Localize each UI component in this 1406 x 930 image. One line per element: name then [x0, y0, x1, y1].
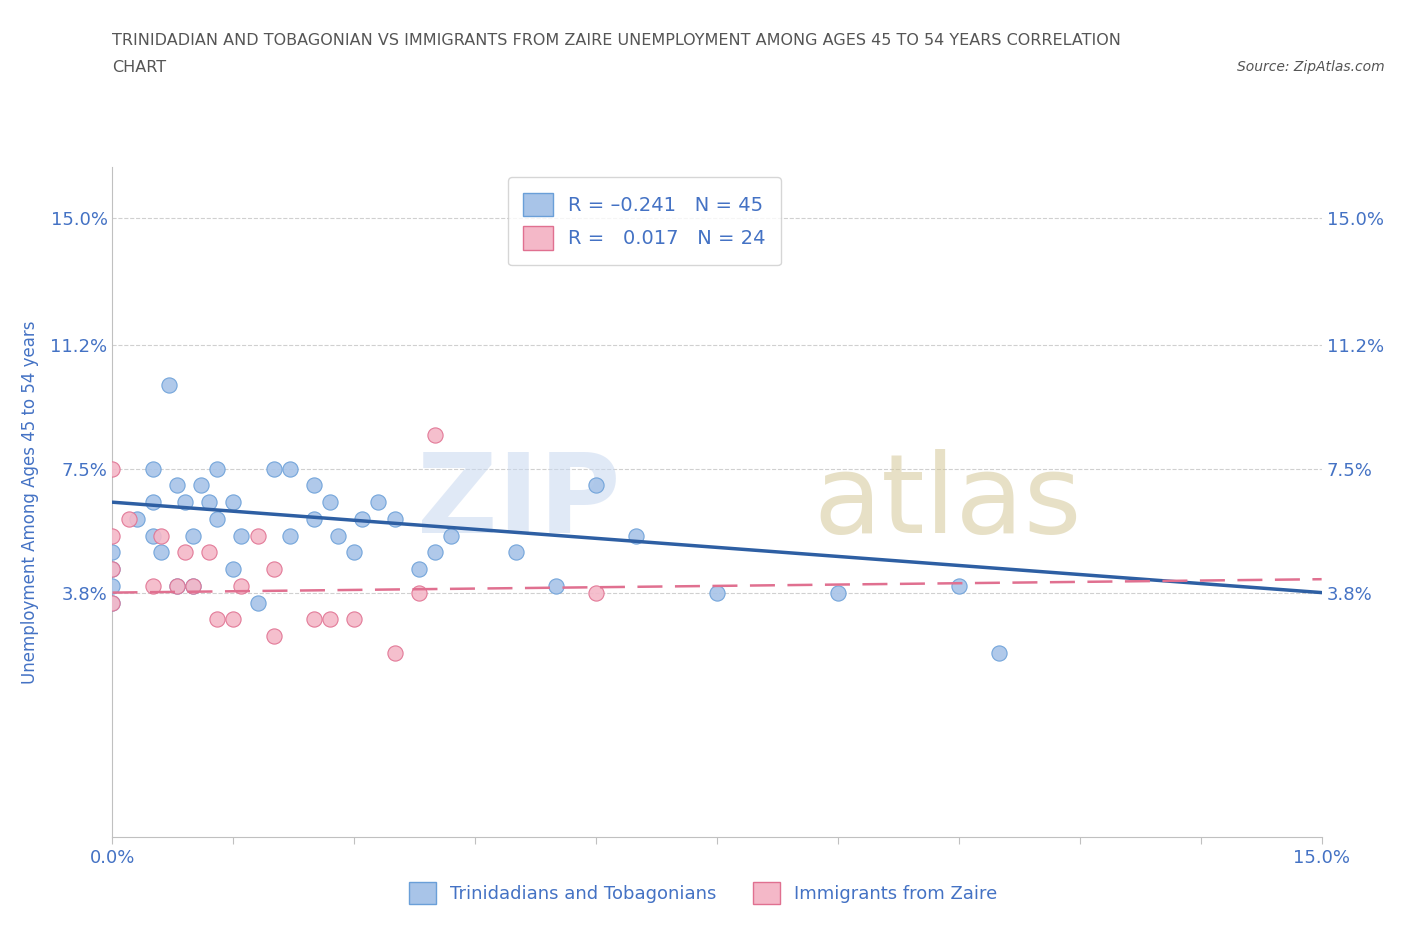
- Point: [246, 528, 269, 543]
- Text: Source: ZipAtlas.com: Source: ZipAtlas.com: [1237, 60, 1385, 74]
- Point: [302, 612, 325, 627]
- Point: [367, 495, 389, 510]
- Point: [585, 585, 607, 600]
- Point: [343, 545, 366, 560]
- Point: [166, 478, 188, 493]
- Point: [626, 528, 648, 543]
- Point: [328, 528, 350, 543]
- Point: [222, 612, 245, 627]
- Point: [101, 595, 124, 610]
- Point: [384, 645, 406, 660]
- Point: [319, 612, 342, 627]
- Point: [263, 629, 285, 644]
- Point: [263, 562, 285, 577]
- Point: [101, 562, 124, 577]
- Point: [948, 578, 970, 593]
- Point: [827, 585, 849, 600]
- Point: [157, 378, 180, 392]
- Point: [319, 495, 342, 510]
- Legend: Trinidadians and Tobagonians, Immigrants from Zaire: Trinidadians and Tobagonians, Immigrants…: [401, 875, 1005, 911]
- Point: [181, 578, 204, 593]
- Point: [198, 545, 221, 560]
- Legend: R = –0.241   N = 45, R =   0.017   N = 24: R = –0.241 N = 45, R = 0.017 N = 24: [508, 177, 782, 265]
- Point: [101, 528, 124, 543]
- Point: [343, 612, 366, 627]
- Point: [222, 495, 245, 510]
- Point: [207, 512, 229, 526]
- Point: [544, 578, 567, 593]
- Point: [408, 585, 430, 600]
- Point: [231, 578, 253, 593]
- Point: [149, 545, 172, 560]
- Point: [222, 562, 245, 577]
- Point: [101, 461, 124, 476]
- Point: [278, 461, 301, 476]
- Point: [423, 545, 446, 560]
- Point: [263, 461, 285, 476]
- Point: [166, 578, 188, 593]
- Point: [174, 495, 197, 510]
- Point: [101, 578, 124, 593]
- Point: [423, 428, 446, 443]
- Point: [101, 595, 124, 610]
- Point: [231, 528, 253, 543]
- Point: [302, 478, 325, 493]
- Point: [302, 512, 325, 526]
- Point: [408, 562, 430, 577]
- Point: [142, 578, 165, 593]
- Point: [181, 578, 204, 593]
- Point: [207, 612, 229, 627]
- Point: [101, 562, 124, 577]
- Text: TRINIDADIAN AND TOBAGONIAN VS IMMIGRANTS FROM ZAIRE UNEMPLOYMENT AMONG AGES 45 T: TRINIDADIAN AND TOBAGONIAN VS IMMIGRANTS…: [112, 33, 1122, 47]
- Point: [117, 512, 139, 526]
- Text: CHART: CHART: [112, 60, 166, 75]
- Point: [198, 495, 221, 510]
- Point: [440, 528, 463, 543]
- Point: [142, 495, 165, 510]
- Point: [505, 545, 527, 560]
- Point: [988, 645, 1011, 660]
- Point: [181, 528, 204, 543]
- Point: [585, 478, 607, 493]
- Point: [125, 512, 148, 526]
- Point: [101, 545, 124, 560]
- Y-axis label: Unemployment Among Ages 45 to 54 years: Unemployment Among Ages 45 to 54 years: [21, 321, 39, 684]
- Point: [149, 528, 172, 543]
- Point: [278, 528, 301, 543]
- Text: ZIP: ZIP: [418, 448, 620, 556]
- Point: [142, 528, 165, 543]
- Point: [174, 545, 197, 560]
- Point: [207, 461, 229, 476]
- Point: [166, 578, 188, 593]
- Point: [352, 512, 374, 526]
- Point: [706, 585, 728, 600]
- Point: [142, 461, 165, 476]
- Point: [190, 478, 212, 493]
- Point: [384, 512, 406, 526]
- Text: atlas: atlas: [814, 448, 1083, 556]
- Point: [246, 595, 269, 610]
